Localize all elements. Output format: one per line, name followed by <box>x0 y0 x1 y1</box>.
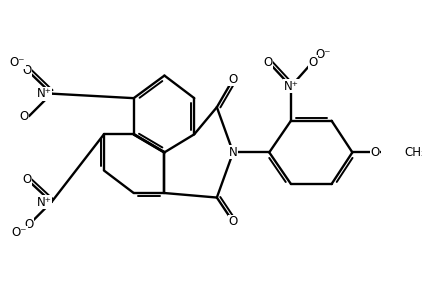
Text: O⁻: O⁻ <box>12 226 27 239</box>
Text: O: O <box>308 55 317 69</box>
Text: O: O <box>22 64 32 77</box>
Text: O⁻: O⁻ <box>315 48 331 61</box>
Text: O: O <box>228 73 238 86</box>
Text: N⁺: N⁺ <box>284 80 298 93</box>
Text: O: O <box>20 110 29 123</box>
Text: N: N <box>229 146 238 159</box>
Text: O: O <box>264 55 273 69</box>
Text: N⁺: N⁺ <box>37 87 51 100</box>
Text: O: O <box>24 218 33 231</box>
Text: O: O <box>22 173 32 186</box>
Text: O⁻: O⁻ <box>10 55 25 69</box>
Text: N⁺: N⁺ <box>37 195 51 209</box>
Text: O: O <box>371 146 379 159</box>
Text: O: O <box>228 215 238 229</box>
Text: CH₃: CH₃ <box>405 146 422 159</box>
